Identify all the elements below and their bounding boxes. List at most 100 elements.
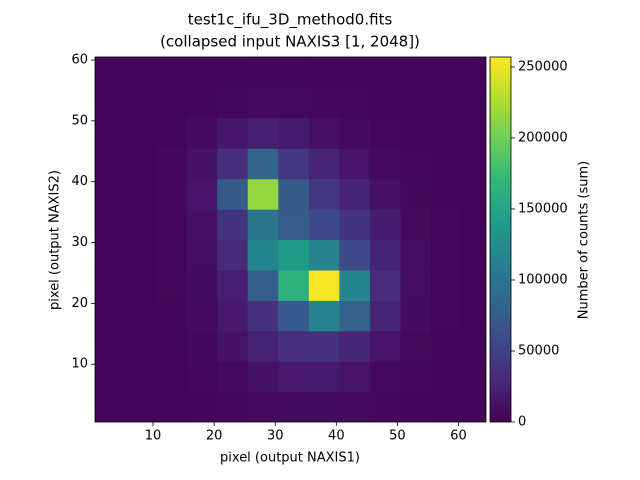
heatmap-cell	[369, 87, 402, 119]
heatmap-cell	[156, 269, 188, 301]
heatmap-cell	[431, 361, 463, 393]
heatmap-cell	[186, 148, 218, 180]
heatmap-cell	[95, 391, 127, 422]
heatmap-cell	[431, 148, 463, 180]
heatmap-cell	[186, 87, 218, 119]
heatmap-cell	[125, 361, 157, 393]
heatmap-cell	[308, 178, 340, 210]
heatmap-cell	[461, 330, 486, 362]
heatmap-cell	[308, 269, 340, 301]
x-tick-label: 50	[389, 429, 406, 444]
heatmap-cell	[186, 209, 218, 241]
heatmap-cell	[308, 117, 340, 149]
heatmap-cell	[156, 391, 188, 422]
heatmap-cell	[186, 391, 218, 422]
heatmap-cell	[125, 117, 157, 149]
heatmap-cell	[339, 330, 371, 362]
heatmap-cell	[369, 148, 402, 180]
heatmap-cell	[369, 209, 402, 241]
heatmap	[95, 57, 486, 422]
colorbar-tick-label: 250000	[518, 59, 568, 74]
heatmap-cell	[431, 330, 463, 362]
chart-subtitle: (collapsed input NAXIS3 [1, 2048])	[160, 33, 420, 51]
heatmap-cell	[217, 209, 249, 241]
heatmap-cell	[217, 361, 249, 393]
heatmap-cell	[400, 239, 432, 271]
heatmap-cell	[339, 239, 371, 271]
heatmap-cell	[217, 178, 249, 210]
heatmap-cell	[308, 57, 340, 89]
heatmap-cell	[369, 178, 402, 210]
heatmap-cell	[369, 269, 402, 301]
heatmap-cell	[186, 117, 218, 149]
heatmap-cell	[95, 209, 127, 241]
x-tick-label: 30	[267, 429, 284, 444]
heatmap-cell	[461, 209, 486, 241]
heatmap-cell	[400, 209, 432, 241]
heatmap-cell	[125, 391, 157, 422]
heatmap-cell	[247, 269, 279, 301]
heatmap-cell	[339, 117, 371, 149]
heatmap-cell	[217, 148, 249, 180]
heatmap-cell	[186, 57, 218, 89]
y-axis-label: pixel (output NAXIS2)	[48, 170, 63, 310]
y-tick-label: 40	[71, 174, 88, 189]
y-tick-label: 50	[71, 113, 88, 128]
x-tick-label: 10	[145, 429, 162, 444]
heatmap-cell	[431, 209, 463, 241]
heatmap-cell	[217, 269, 249, 301]
heatmap-cell	[431, 87, 463, 119]
heatmap-cell	[217, 330, 249, 362]
heatmap-cell	[339, 300, 371, 332]
heatmap-cell	[217, 57, 249, 89]
heatmap-cell	[247, 209, 279, 241]
colorbar-tick-label: 0	[518, 415, 526, 430]
y-tick-label: 10	[71, 357, 88, 372]
heatmap-cell	[156, 117, 188, 149]
heatmap-cell	[461, 361, 486, 393]
heatmap-cell	[247, 391, 279, 422]
heatmap-cell	[125, 148, 157, 180]
heatmap-cell	[186, 239, 218, 271]
heatmap-cell	[431, 117, 463, 149]
heatmap-cell	[247, 57, 279, 89]
heatmap-cell	[95, 57, 127, 89]
heatmap-cell	[400, 391, 432, 422]
heatmap-cell	[247, 87, 279, 119]
heatmap-cell	[125, 87, 157, 119]
heatmap-cell	[339, 209, 371, 241]
heatmap-cell	[339, 87, 371, 119]
heatmap-cell	[369, 330, 402, 362]
heatmap-cell	[431, 269, 463, 301]
heatmap-cell	[431, 391, 463, 422]
heatmap-cell	[278, 209, 310, 241]
heatmap-cell	[156, 87, 188, 119]
colorbar-tick-label: 150000	[518, 201, 568, 216]
heatmap-cell	[186, 330, 218, 362]
colorbar-tick-label: 200000	[518, 130, 568, 145]
heatmap-cell	[400, 178, 432, 210]
heatmap-cell	[339, 57, 371, 89]
heatmap-cell	[369, 391, 402, 422]
heatmap-cell	[461, 178, 486, 210]
heatmap-cell	[95, 117, 127, 149]
heatmap-cell	[400, 269, 432, 301]
heatmap-cell	[247, 117, 279, 149]
heatmap-cell	[278, 117, 310, 149]
x-axis-label: pixel (output NAXIS1)	[220, 451, 360, 466]
heatmap-cell	[400, 87, 432, 119]
heatmap-cell	[400, 300, 432, 332]
heatmap-cell	[431, 239, 463, 271]
heatmap-cell	[339, 178, 371, 210]
heatmap-cell	[308, 239, 340, 271]
heatmap-cell	[247, 361, 279, 393]
heatmap-cell	[217, 87, 249, 119]
colorbar	[489, 56, 512, 423]
heatmap-cell	[125, 239, 157, 271]
heatmap-cell	[95, 87, 127, 119]
heatmap-cell	[278, 239, 310, 271]
heatmap-cell	[369, 361, 402, 393]
heatmap-cell	[156, 178, 188, 210]
heatmap-cell	[95, 361, 127, 393]
